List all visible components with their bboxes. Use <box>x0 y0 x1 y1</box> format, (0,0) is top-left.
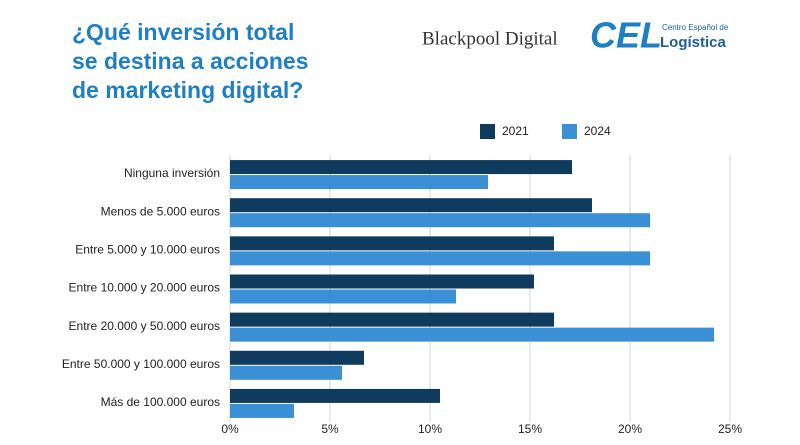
bar <box>230 289 456 304</box>
logo-mark: CEL <box>590 15 662 56</box>
y-tick-label: Entre 50.000 y 100.000 euros <box>62 357 220 371</box>
bar <box>230 327 714 342</box>
legend-swatch <box>562 124 577 139</box>
y-tick-label: Menos de 5.000 euros <box>101 204 220 218</box>
bar <box>230 198 592 213</box>
y-tick-label: Más de 100.000 euros <box>101 395 220 409</box>
logo-text: Centro Español de <box>662 23 729 32</box>
bar <box>230 274 534 289</box>
bar <box>230 350 364 365</box>
y-tick-label: Entre 20.000 y 50.000 euros <box>69 319 220 333</box>
bar <box>230 251 650 266</box>
chart-title: de marketing digital? <box>72 77 303 103</box>
legend-swatch <box>480 124 495 139</box>
x-tick-label: 10% <box>418 422 442 436</box>
bar <box>230 403 294 418</box>
logo-text: Logística <box>660 34 727 51</box>
y-tick-label: Ninguna inversión <box>124 166 220 180</box>
bar <box>230 175 488 190</box>
legend-label: 2024 <box>584 124 611 138</box>
bar <box>230 236 554 251</box>
x-tick-label: 25% <box>718 422 742 436</box>
bar <box>230 312 554 327</box>
x-tick-label: 0% <box>221 422 239 436</box>
bar <box>230 160 572 175</box>
y-tick-label: Entre 5.000 y 10.000 euros <box>75 243 220 257</box>
chart-title: se destina a acciones <box>72 48 309 74</box>
bar <box>230 365 342 380</box>
chart-title: ¿Qué inversión total <box>72 19 294 45</box>
bar <box>230 213 650 228</box>
bar <box>230 388 440 403</box>
y-tick-label: Entre 10.000 y 20.000 euros <box>69 281 220 295</box>
x-tick-label: 15% <box>518 422 542 436</box>
legend-label: 2021 <box>502 124 529 138</box>
brand-logo: Blackpool Digital <box>422 28 558 49</box>
x-tick-label: 5% <box>321 422 339 436</box>
x-tick-label: 20% <box>618 422 642 436</box>
